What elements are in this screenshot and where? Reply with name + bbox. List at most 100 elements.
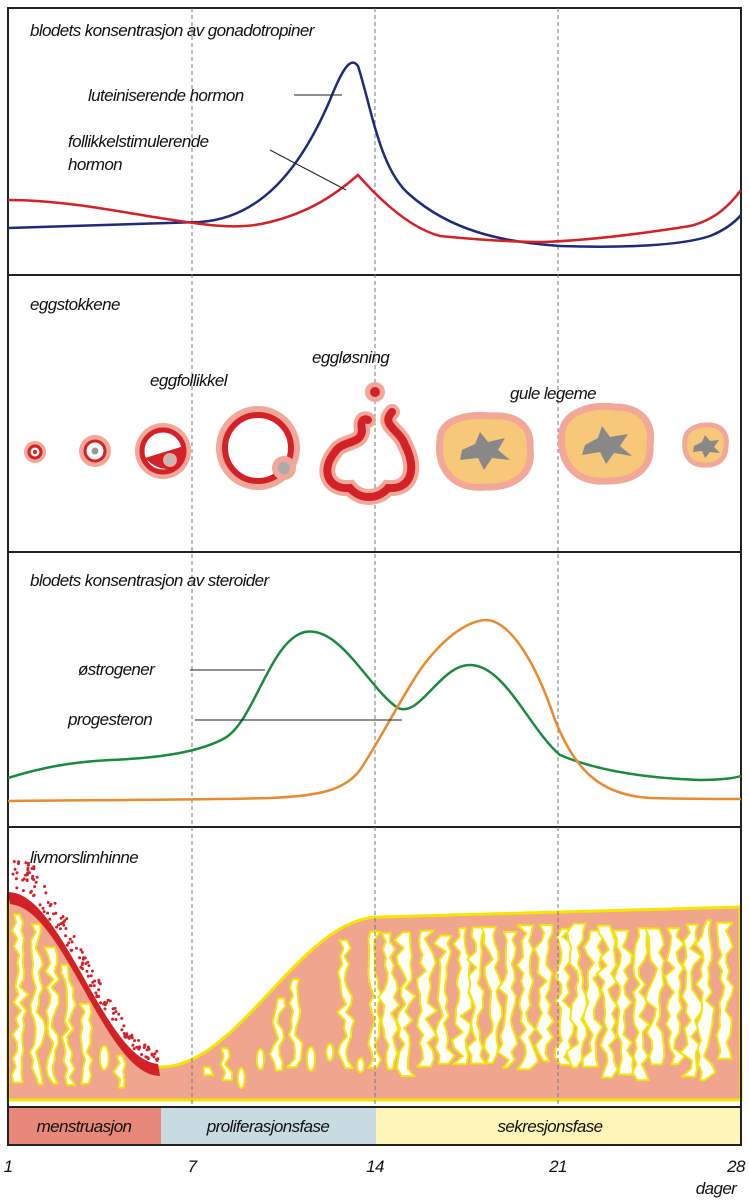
blood-drop bbox=[97, 988, 101, 992]
blood-drop bbox=[46, 901, 50, 904]
blood-drop bbox=[11, 872, 15, 876]
phase-band bbox=[161, 1107, 376, 1145]
oocyte bbox=[163, 453, 177, 467]
blood-drop bbox=[153, 1052, 157, 1056]
blood-drop bbox=[32, 893, 36, 897]
curve-label: østrogener bbox=[78, 660, 156, 679]
curve-label: progesteron bbox=[67, 710, 152, 729]
gland bbox=[694, 919, 717, 1082]
gland bbox=[416, 929, 438, 1068]
blood-drop bbox=[41, 906, 45, 910]
blood-drop bbox=[137, 1045, 141, 1049]
blood-drop bbox=[130, 1033, 134, 1037]
blood-drop bbox=[97, 978, 101, 982]
blood-drop bbox=[137, 1039, 141, 1042]
gland bbox=[450, 927, 473, 1066]
phase-band bbox=[8, 1107, 161, 1145]
blood-drop bbox=[87, 964, 91, 968]
stage-label: gule legeme bbox=[510, 384, 596, 403]
blood-drop bbox=[135, 1045, 139, 1049]
blood-drop bbox=[65, 917, 69, 921]
gland bbox=[356, 1057, 365, 1074]
blood-drop bbox=[83, 956, 87, 960]
blood-drop bbox=[86, 960, 90, 964]
gland bbox=[466, 926, 488, 1065]
blood-drop bbox=[24, 861, 28, 865]
blood-drop bbox=[120, 1016, 124, 1020]
day-label: 14 bbox=[366, 1157, 384, 1176]
blood-drop bbox=[26, 866, 30, 870]
gland bbox=[336, 939, 356, 1070]
blood-drop bbox=[150, 1052, 154, 1056]
blood-drop bbox=[132, 1047, 136, 1051]
curve-label: hormon bbox=[68, 155, 122, 174]
gland bbox=[715, 921, 735, 1060]
panel-title: livmorslimhinne bbox=[30, 848, 138, 867]
blood-drop bbox=[61, 915, 65, 919]
gland bbox=[202, 1066, 215, 1077]
blood-drop bbox=[80, 963, 84, 967]
day-label: 7 bbox=[188, 1157, 198, 1176]
blood-drop bbox=[27, 862, 30, 866]
gland bbox=[219, 1047, 233, 1082]
blood-drop bbox=[38, 903, 42, 907]
follicle bbox=[79, 435, 111, 467]
blood-drop bbox=[22, 877, 26, 881]
blood-drop bbox=[99, 1001, 103, 1005]
curve-label: follikkelstimulerende bbox=[68, 132, 209, 151]
blood-drop bbox=[152, 1055, 156, 1059]
follicle bbox=[135, 423, 191, 479]
blood-drop bbox=[64, 927, 68, 930]
blood-drop bbox=[140, 1053, 144, 1056]
oocyte bbox=[278, 462, 290, 474]
blood-drop bbox=[32, 867, 36, 871]
phase-label: menstruasjon bbox=[37, 1117, 132, 1136]
gland bbox=[43, 946, 60, 1085]
blood-drop bbox=[156, 1057, 160, 1061]
gland bbox=[255, 1048, 266, 1071]
blood-drop bbox=[92, 984, 96, 988]
blood-drop bbox=[32, 865, 36, 869]
blood-drop bbox=[85, 969, 89, 973]
gland bbox=[565, 922, 588, 1069]
corpus-core bbox=[693, 435, 720, 458]
phase-band bbox=[376, 1107, 741, 1145]
blood-drop bbox=[55, 925, 59, 929]
gland bbox=[533, 924, 555, 1062]
blood-drop bbox=[94, 991, 98, 995]
label-pointer bbox=[269, 149, 347, 191]
blood-drop bbox=[52, 912, 55, 916]
blood-drop bbox=[57, 923, 60, 927]
blood-drop bbox=[25, 878, 29, 882]
blood-drop bbox=[79, 948, 83, 952]
blood-drop bbox=[68, 937, 72, 941]
blood-drop bbox=[97, 981, 101, 984]
day-label: 28 bbox=[726, 1157, 746, 1176]
blood-drop bbox=[17, 860, 21, 864]
gland bbox=[595, 924, 619, 1079]
panel-title: eggstokkene bbox=[30, 295, 120, 314]
gland bbox=[644, 927, 666, 1066]
gland bbox=[515, 924, 540, 1071]
blood-drop bbox=[93, 979, 97, 983]
blood-drop bbox=[74, 946, 78, 950]
gland bbox=[679, 923, 704, 1078]
blood-drop bbox=[108, 999, 112, 1003]
blood-drop bbox=[15, 886, 19, 890]
phase-frame bbox=[7, 1106, 742, 1146]
blood-drop bbox=[95, 994, 99, 998]
gland bbox=[433, 934, 456, 1065]
blood-drop bbox=[88, 984, 92, 988]
stage-label: eggløsning bbox=[312, 348, 390, 367]
gland bbox=[112, 1054, 127, 1089]
gland bbox=[29, 923, 47, 1086]
blood-drop bbox=[86, 974, 90, 978]
blood-drop bbox=[146, 1057, 150, 1061]
blood-drop bbox=[24, 873, 27, 877]
corpus-core bbox=[460, 432, 510, 470]
blood-drop bbox=[12, 860, 16, 863]
blood-drop bbox=[43, 885, 47, 888]
blood-drop bbox=[63, 919, 67, 923]
blood-drop bbox=[44, 891, 48, 895]
blood-drop bbox=[72, 935, 76, 938]
